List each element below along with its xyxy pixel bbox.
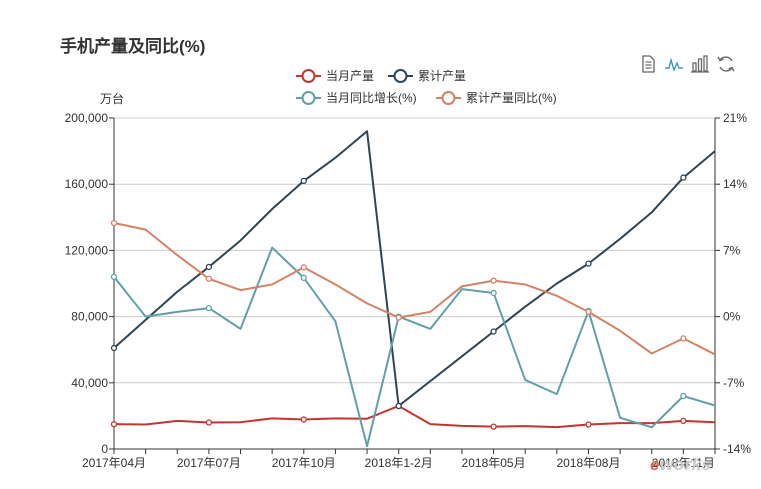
series-point	[395, 314, 402, 321]
series-point	[300, 416, 307, 423]
y-right-tick-label: 7%	[723, 243, 741, 257]
series-point	[300, 274, 307, 281]
y-right-tick-label: 21%	[723, 111, 747, 125]
legend-label: 当月产量	[326, 69, 374, 83]
series-point	[205, 275, 213, 282]
series-point	[110, 219, 118, 227]
x-tick-label: 2018年05月	[462, 456, 526, 470]
line-chart-icon[interactable]	[664, 54, 684, 74]
series-line	[113, 246, 716, 448]
legend-symbol-marker	[301, 69, 316, 83]
series-point	[110, 344, 118, 352]
series-point	[300, 177, 307, 185]
legend-symbol-marker	[301, 91, 316, 105]
watermark: eworks	[650, 455, 712, 474]
series-point	[680, 174, 687, 181]
series-point	[490, 277, 497, 284]
restore-icon[interactable]	[716, 54, 736, 74]
legend-symbol-marker	[441, 91, 456, 105]
y-right-tick-label: -7%	[723, 376, 745, 390]
y-right-tick-label: 14%	[723, 177, 747, 191]
y-left-tick-label: 0	[101, 442, 108, 456]
x-tick-label: 2018年1-2月	[365, 456, 433, 470]
data-view-icon[interactable]	[638, 54, 658, 74]
series-point	[585, 260, 592, 267]
x-tick-label: 2017年07月	[177, 456, 241, 470]
bar-chart-icon[interactable]	[690, 54, 710, 74]
x-tick-label: 2018年11月	[652, 456, 715, 470]
x-tick-label: 2017年04月	[82, 456, 146, 470]
series-point	[680, 335, 687, 342]
series-point	[490, 289, 497, 297]
y-right-tick-label: 0%	[723, 310, 741, 324]
series-point	[205, 419, 213, 426]
legend-symbol-marker	[393, 69, 408, 83]
series-point	[490, 328, 497, 335]
y-right-tick-label: -14%	[723, 442, 751, 456]
x-tick-label: 2017年10月	[272, 456, 336, 470]
series-point	[680, 392, 687, 400]
chart-title: 手机产量及同比(%)	[60, 37, 206, 56]
series-line	[113, 130, 716, 407]
legend-label: 累计产量同比(%)	[466, 91, 557, 105]
series-point	[205, 304, 213, 312]
series-line	[113, 221, 716, 356]
series-point	[110, 421, 118, 428]
y-left-tick-label: 80,000	[71, 310, 108, 324]
legend-label: 累计产量	[418, 69, 466, 83]
left-axis-unit: 万台	[100, 92, 125, 106]
series-point	[300, 264, 307, 271]
y-left-tick-label: 120,000	[65, 243, 109, 257]
legend-label: 当月同比增长(%)	[326, 91, 417, 105]
series-point	[490, 423, 497, 430]
x-tick-label: 2018年08月	[556, 456, 620, 470]
y-left-tick-label: 160,000	[65, 177, 109, 191]
series-point	[205, 263, 213, 271]
series-point	[585, 421, 592, 428]
series-line	[113, 404, 716, 429]
y-left-tick-label: 200,000	[65, 111, 109, 125]
series-point	[585, 308, 592, 316]
series-point	[110, 273, 118, 281]
series-point	[395, 402, 402, 410]
series-point	[680, 417, 687, 425]
y-left-tick-label: 40,000	[71, 376, 108, 390]
